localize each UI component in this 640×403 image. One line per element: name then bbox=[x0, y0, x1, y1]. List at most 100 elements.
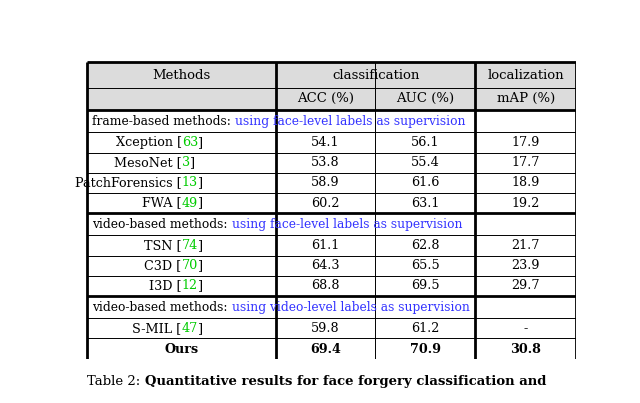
Text: Xception [: Xception [ bbox=[116, 136, 182, 149]
Text: 29.7: 29.7 bbox=[511, 279, 540, 293]
Bar bbox=[375, 62, 476, 88]
Bar bbox=[276, 173, 375, 193]
Bar bbox=[88, 296, 276, 318]
Text: localization: localization bbox=[487, 69, 564, 81]
Bar bbox=[276, 296, 375, 318]
Text: TSN [: TSN [ bbox=[144, 239, 182, 252]
Text: 62.8: 62.8 bbox=[411, 239, 440, 252]
Bar bbox=[375, 296, 476, 318]
Bar bbox=[88, 153, 276, 173]
Bar bbox=[88, 88, 276, 110]
Bar bbox=[88, 62, 276, 88]
Text: ]: ] bbox=[198, 177, 203, 189]
Bar bbox=[476, 110, 576, 133]
Bar bbox=[276, 213, 375, 235]
Bar bbox=[375, 173, 476, 193]
Bar bbox=[276, 193, 375, 213]
Text: Methods: Methods bbox=[152, 69, 211, 81]
Bar bbox=[276, 88, 375, 110]
Bar bbox=[276, 62, 375, 88]
Text: mAP (%): mAP (%) bbox=[497, 92, 555, 106]
Text: using face-level labels as supervision: using face-level labels as supervision bbox=[232, 218, 462, 231]
Bar bbox=[375, 339, 476, 361]
Bar bbox=[276, 256, 375, 276]
Bar bbox=[375, 133, 476, 153]
Bar bbox=[88, 173, 276, 193]
Bar bbox=[276, 339, 375, 361]
Text: 74: 74 bbox=[182, 239, 198, 252]
Text: ]: ] bbox=[198, 322, 203, 335]
Text: 30.8: 30.8 bbox=[510, 343, 541, 356]
Bar bbox=[276, 133, 375, 153]
Text: Quantitative results for face forgery classification and: Quantitative results for face forgery cl… bbox=[145, 375, 547, 388]
Text: 13: 13 bbox=[182, 177, 198, 189]
Bar bbox=[88, 213, 276, 235]
Text: 68.8: 68.8 bbox=[311, 279, 340, 293]
Text: using video-level labels as supervision: using video-level labels as supervision bbox=[232, 301, 470, 314]
Bar bbox=[476, 88, 576, 110]
Text: classification: classification bbox=[332, 69, 419, 81]
Text: 53.8: 53.8 bbox=[311, 156, 340, 169]
Text: ]: ] bbox=[190, 156, 195, 169]
Bar bbox=[88, 318, 276, 339]
Bar bbox=[88, 110, 276, 133]
Bar bbox=[476, 193, 576, 213]
Bar bbox=[88, 276, 276, 296]
Text: PatchForensics [: PatchForensics [ bbox=[75, 177, 182, 189]
Text: ]: ] bbox=[198, 197, 203, 210]
Bar bbox=[375, 193, 476, 213]
Bar bbox=[375, 235, 476, 256]
Text: S-MIL [: S-MIL [ bbox=[132, 322, 182, 335]
Text: 12: 12 bbox=[182, 279, 198, 293]
Bar bbox=[476, 256, 576, 276]
Text: 70: 70 bbox=[182, 259, 198, 272]
Text: 61.1: 61.1 bbox=[312, 239, 340, 252]
Bar bbox=[88, 235, 276, 256]
Text: -: - bbox=[524, 322, 528, 335]
Text: 49: 49 bbox=[182, 197, 198, 210]
Text: FWA [: FWA [ bbox=[142, 197, 182, 210]
Text: 69.5: 69.5 bbox=[411, 279, 440, 293]
Text: C3D [: C3D [ bbox=[145, 259, 182, 272]
Text: video-based methods:: video-based methods: bbox=[92, 301, 232, 314]
Text: MesoNet [: MesoNet [ bbox=[114, 156, 182, 169]
Bar bbox=[88, 133, 276, 153]
Text: 58.9: 58.9 bbox=[311, 177, 340, 189]
Text: 18.9: 18.9 bbox=[511, 177, 540, 189]
Text: Ours: Ours bbox=[164, 343, 199, 356]
Text: 65.5: 65.5 bbox=[411, 259, 440, 272]
Bar bbox=[476, 62, 576, 88]
Text: 19.2: 19.2 bbox=[511, 197, 540, 210]
Bar bbox=[375, 276, 476, 296]
Text: 56.1: 56.1 bbox=[411, 136, 440, 149]
Text: 63: 63 bbox=[182, 136, 198, 149]
Text: 61.2: 61.2 bbox=[411, 322, 440, 335]
Bar bbox=[476, 296, 576, 318]
Bar bbox=[375, 213, 476, 235]
Text: ]: ] bbox=[198, 279, 203, 293]
Text: using face-level labels as supervision: using face-level labels as supervision bbox=[235, 115, 466, 128]
Text: I3D [: I3D [ bbox=[149, 279, 182, 293]
Bar bbox=[375, 256, 476, 276]
Bar bbox=[476, 213, 576, 235]
Text: ACC (%): ACC (%) bbox=[297, 92, 354, 106]
Text: 3: 3 bbox=[182, 156, 190, 169]
Bar bbox=[88, 339, 276, 361]
Text: 21.7: 21.7 bbox=[511, 239, 540, 252]
Text: 61.6: 61.6 bbox=[411, 177, 440, 189]
Bar bbox=[276, 318, 375, 339]
Bar bbox=[88, 256, 276, 276]
Text: ]: ] bbox=[198, 259, 203, 272]
Bar bbox=[88, 193, 276, 213]
Text: 17.7: 17.7 bbox=[511, 156, 540, 169]
Text: 17.9: 17.9 bbox=[511, 136, 540, 149]
Text: 60.2: 60.2 bbox=[311, 197, 340, 210]
Bar bbox=[375, 318, 476, 339]
Text: 59.8: 59.8 bbox=[311, 322, 340, 335]
Bar bbox=[276, 235, 375, 256]
Text: frame-based methods:: frame-based methods: bbox=[92, 115, 235, 128]
Text: 54.1: 54.1 bbox=[311, 136, 340, 149]
Bar bbox=[476, 235, 576, 256]
Text: ]: ] bbox=[198, 136, 203, 149]
Text: 47: 47 bbox=[182, 322, 198, 335]
